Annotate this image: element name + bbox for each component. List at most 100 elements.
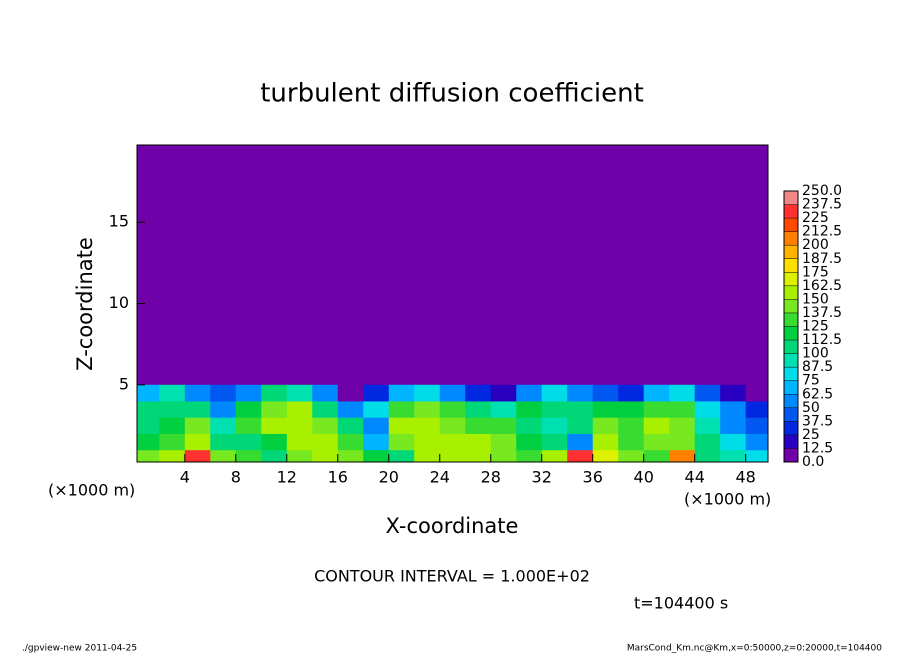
- heat-cell: [388, 384, 415, 402]
- heat-cell: [490, 417, 517, 434]
- colorbar-band: [784, 245, 798, 259]
- heat-cell: [337, 384, 364, 402]
- colorbar-band: [784, 285, 798, 300]
- colorbar-label: 200: [802, 237, 829, 253]
- heat-cell: [414, 449, 441, 462]
- heat-cell: [388, 433, 415, 451]
- heat-cell: [286, 433, 313, 451]
- heat-cell: [541, 401, 568, 418]
- heat-cell: [261, 384, 288, 402]
- x-tick-label: 24: [430, 468, 450, 487]
- heat-cell: [210, 449, 237, 462]
- heat-cell: [210, 433, 237, 451]
- heat-cell: [159, 417, 186, 434]
- heat-cell: [490, 384, 517, 402]
- heat-cell: [159, 401, 186, 418]
- heat-cell: [184, 401, 211, 418]
- heat-cell: [567, 384, 594, 402]
- colorbar-label: 162.5: [802, 278, 842, 294]
- heat-cell: [465, 401, 492, 418]
- colorbar-band: [784, 272, 798, 286]
- heat-cell: [363, 401, 390, 418]
- heat-cell: [414, 417, 441, 434]
- heat-cell: [618, 401, 645, 418]
- heat-cell: [465, 449, 492, 462]
- colorbar-band: [784, 353, 798, 368]
- heat-cell: [694, 449, 721, 462]
- heat-cell: [694, 433, 721, 451]
- colorbar-band: [784, 204, 798, 219]
- colorbar-band: [784, 434, 798, 449]
- colorbar-label: 150: [802, 291, 829, 307]
- heat-cell: [643, 384, 670, 402]
- heat-cell: [261, 417, 288, 434]
- heat-cell: [669, 433, 696, 451]
- heat-cell: [184, 417, 211, 434]
- heat-cell: [286, 401, 313, 418]
- colorbar-band: [784, 218, 798, 232]
- heat-cell: [567, 417, 594, 434]
- heat-cell: [516, 401, 543, 418]
- heat-cell: [669, 384, 696, 402]
- colorbar-label: 250.0: [802, 183, 842, 199]
- colorbar-label: 37.5: [802, 413, 833, 429]
- heat-cell: [592, 449, 619, 462]
- colorbar-label: 187.5: [802, 251, 842, 267]
- heat-cell: [137, 433, 160, 451]
- heat-cell: [210, 401, 237, 418]
- x-tick-label: 40: [634, 468, 654, 487]
- y-axis-title: Z-coordinate: [73, 237, 97, 371]
- colorbar-label: 0.0: [802, 454, 824, 470]
- heat-cell: [541, 433, 568, 451]
- heat-cell: [720, 417, 747, 434]
- heat-cell: [439, 401, 466, 418]
- heat-cell: [363, 384, 390, 402]
- x-unit-right: (×1000 m): [684, 490, 771, 509]
- heat-cell: [414, 401, 441, 418]
- colorbar-band: [784, 258, 798, 273]
- heat-cell: [235, 449, 262, 462]
- colorbar-label: 75: [802, 373, 820, 389]
- heat-cell: [286, 417, 313, 434]
- colorbar-label: 237.5: [802, 197, 842, 213]
- colorbar-band: [784, 231, 798, 246]
- heat-cell: [159, 384, 186, 402]
- heat-cell: [137, 417, 160, 434]
- heat-cell: [694, 417, 721, 434]
- heat-cell: [643, 417, 670, 434]
- heat-cell: [541, 449, 568, 462]
- y-tick-label: 5: [119, 374, 129, 393]
- heat-cell: [745, 401, 768, 418]
- heat-cell: [541, 417, 568, 434]
- heat-cell: [745, 384, 768, 402]
- heat-cell: [235, 401, 262, 418]
- heat-cell: [567, 449, 594, 462]
- heat-cell: [210, 384, 237, 402]
- heat-cell: [363, 449, 390, 462]
- heat-cell: [490, 433, 517, 451]
- colorbar-band: [784, 367, 798, 381]
- heat-cell: [592, 384, 619, 402]
- heat-cell: [337, 433, 364, 451]
- heat-cell: [286, 384, 313, 402]
- heat-cell: [261, 433, 288, 451]
- heat-cell: [337, 401, 364, 418]
- contour-interval: CONTOUR INTERVAL = 1.000E+02: [314, 567, 590, 586]
- colorbar-band: [784, 326, 798, 341]
- x-tick-label: 20: [379, 468, 399, 487]
- heat-cell: [567, 433, 594, 451]
- heat-cell: [439, 384, 466, 402]
- chart-title: turbulent diffusion coefficient: [260, 79, 644, 109]
- time-label: t=104400 s: [634, 594, 728, 613]
- heat-cell: [235, 433, 262, 451]
- heat-cell: [592, 433, 619, 451]
- heat-cell: [669, 417, 696, 434]
- colorbar-label: 112.5: [802, 332, 842, 348]
- heat-cell: [720, 401, 747, 418]
- heat-cell: [516, 449, 543, 462]
- heat-cell: [363, 433, 390, 451]
- heat-cell: [643, 433, 670, 451]
- colorbar-label: 87.5: [802, 359, 833, 375]
- heat-cell: [745, 449, 768, 462]
